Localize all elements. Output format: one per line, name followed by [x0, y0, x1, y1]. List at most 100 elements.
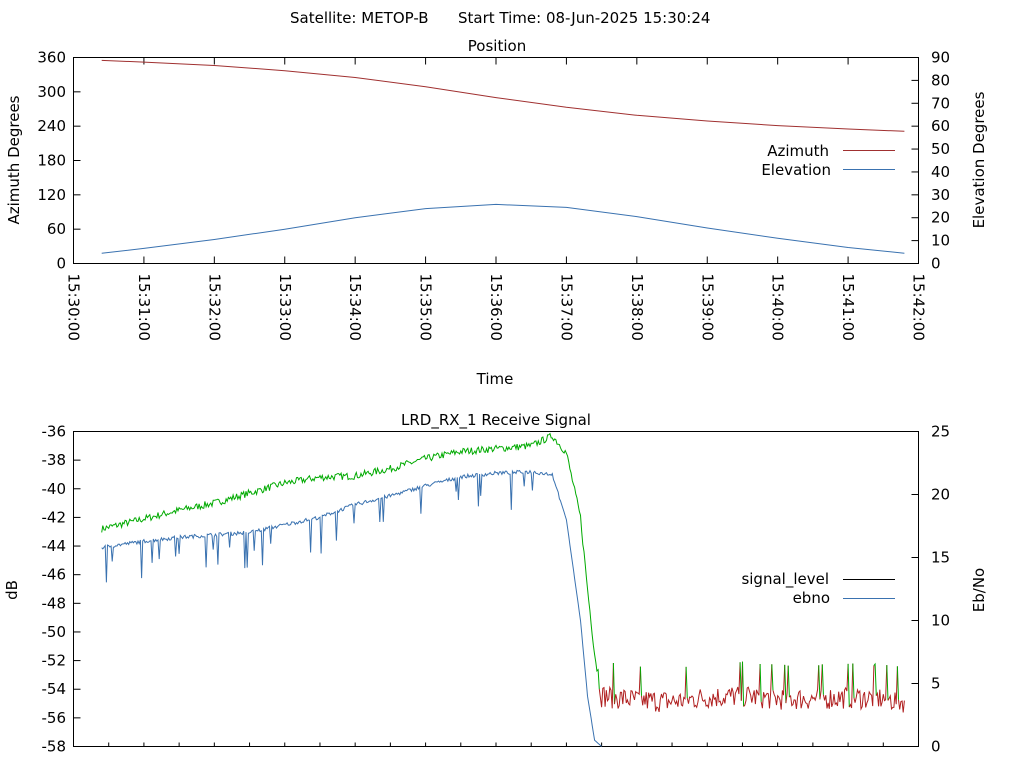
signal-y2-tick-label: 10 [931, 612, 950, 630]
position-x-tick-label: 15:36:00 [487, 274, 505, 341]
azimuth-line [101, 59, 905, 132]
position-y-ticks: 0 60 120 180 240 300 360 [37, 49, 81, 273]
legend-elevation-label: Elevation [761, 161, 831, 179]
signal-level-high-line [821, 664, 824, 695]
signal-y-label: dB [3, 580, 21, 600]
signal-level-low-line [686, 662, 741, 710]
position-x-tick-label: 15:38:00 [628, 274, 646, 341]
position-y2-tick-label: 70 [931, 94, 950, 112]
position-y2-tick-label: 90 [931, 49, 950, 67]
signal-level-low-line [772, 664, 786, 710]
position-y-tick-label: 0 [56, 255, 66, 273]
signal-y-tick-label: -36 [42, 423, 67, 441]
signal-y-tick-label: -38 [42, 451, 67, 469]
position-x-tick-label: 15:37:00 [557, 274, 575, 341]
signal-y-tick-label: -40 [42, 480, 67, 498]
signal-level-low-line [887, 666, 898, 711]
signal-level-high-line [787, 665, 790, 698]
position-x-tick-label: 15:31:00 [135, 274, 153, 341]
position-y2-tick-label: 60 [931, 117, 950, 135]
position-series [101, 59, 905, 254]
position-y2-tick-label: 20 [931, 209, 950, 227]
signal-level-low-line [785, 665, 789, 704]
signal-level-low-line [819, 664, 823, 700]
signal-chart: LRD_RX_1 Receive Signal dB Eb/No -58 -56 -… [3, 411, 988, 756]
signal-y2-tick-label: 15 [931, 549, 950, 567]
position-y2-tick-label: 30 [931, 186, 950, 204]
signal-title: LRD_RX_1 Receive Signal [401, 411, 591, 430]
position-x-tick-label: 15:40:00 [769, 274, 787, 341]
signal-y2-tick-label: 5 [931, 675, 941, 693]
signal-level-high-line [639, 666, 642, 696]
signal-level-low-line [789, 665, 820, 710]
satellite-label: Satellite: METOP-B [290, 9, 429, 27]
signal-y-tick-label: -48 [42, 594, 67, 612]
elevation-line [101, 203, 905, 254]
position-y2-tick-label: 40 [931, 163, 950, 181]
position-y2-tick-label: 50 [931, 140, 950, 158]
legend-signal-level-label: signal_level [741, 570, 829, 589]
signal-level-high-line [759, 663, 762, 702]
signal-level-low-line [743, 663, 761, 707]
start-time-label: Start Time: 08-Jun-2025 15:30:24 [458, 9, 710, 27]
position-x-ticks: 15:30:00 15:31:00 15:32:00 15:33:00 15:34:00… [65, 57, 928, 341]
signal-y2-label: Eb/No [970, 568, 988, 612]
legend-azimuth-label: Azimuth [767, 142, 829, 160]
signal-level-low-line [848, 663, 854, 709]
signal-level-high-line [818, 665, 821, 700]
position-y-tick-label: 360 [37, 49, 66, 67]
signal-level-low-line [898, 699, 905, 713]
position-x-tick-label: 15:39:00 [698, 274, 716, 341]
signal-y2-tick-label: 0 [931, 738, 941, 756]
signal-y-tick-label: -42 [42, 508, 67, 526]
position-y-tick-label: 300 [37, 83, 66, 101]
signal-y-tick-label: -56 [42, 709, 67, 727]
position-y-label: Azimuth Degrees [5, 95, 23, 224]
signal-level-high-line [101, 432, 600, 690]
position-y2-tick-label: 10 [931, 232, 950, 250]
position-y-tick-label: 120 [37, 186, 66, 204]
position-x-tick-label: 15:42:00 [910, 274, 928, 341]
signal-level-low-line [760, 664, 773, 709]
signal-level-high-line [852, 663, 855, 699]
signal-x-ticks [108, 742, 884, 747]
position-y2-tick-label: 0 [931, 255, 941, 273]
signal-level-high-line [771, 664, 774, 691]
position-y2-tick-label: 80 [931, 71, 950, 89]
signal-y2-tick-label: 20 [931, 486, 950, 504]
signal-level-high-line [612, 662, 615, 705]
position-y-tick-label: 180 [37, 152, 66, 170]
ebno-line [101, 469, 602, 747]
signal-y-tick-label: -58 [42, 738, 67, 756]
position-y2-ticks: 0 10 20 30 40 50 60 70 80 90 [911, 49, 950, 273]
position-chart: Position Azimuth Degrees Elevation Degre… [5, 37, 988, 388]
signal-level-high-line [873, 662, 877, 696]
position-x-tick-label: 15:41:00 [839, 274, 857, 341]
signal-legend: signal_level ebno [741, 570, 895, 607]
position-x-tick-label: 15:35:00 [417, 274, 435, 341]
signal-level-high-line [896, 666, 899, 700]
signal-series [101, 432, 905, 747]
position-y2-label: Elevation Degrees [970, 91, 988, 228]
signal-y2-tick-label: 25 [931, 423, 950, 441]
signal-level-low-line [614, 666, 641, 709]
signal-level-high-line [784, 664, 787, 704]
signal-y-tick-label: -54 [42, 680, 67, 698]
signal-y-ticks: -58 -56 -54 -52 -50 -48 -46 -44 -42 -40 -38 -36 [42, 423, 81, 756]
signal-y2-ticks: 0 5 10 15 20 25 [911, 423, 950, 756]
position-title: Position [468, 37, 526, 55]
signal-level-low-line [822, 663, 849, 709]
signal-level-low-line [853, 665, 875, 711]
signal-level-high-line [847, 663, 850, 708]
signal-level-high-line [742, 661, 745, 707]
position-legend: Azimuth Elevation [761, 142, 895, 179]
signal-level-low-line [641, 666, 687, 713]
position-x-tick-label: 15:32:00 [205, 274, 223, 341]
signal-y-tick-label: -52 [42, 652, 67, 670]
signal-level-high-line [685, 666, 688, 699]
position-x-tick-label: 15:33:00 [276, 274, 294, 341]
signal-y-tick-label: -46 [42, 566, 67, 584]
legend-ebno-label: ebno [793, 589, 830, 607]
position-x-label: Time [476, 370, 514, 388]
